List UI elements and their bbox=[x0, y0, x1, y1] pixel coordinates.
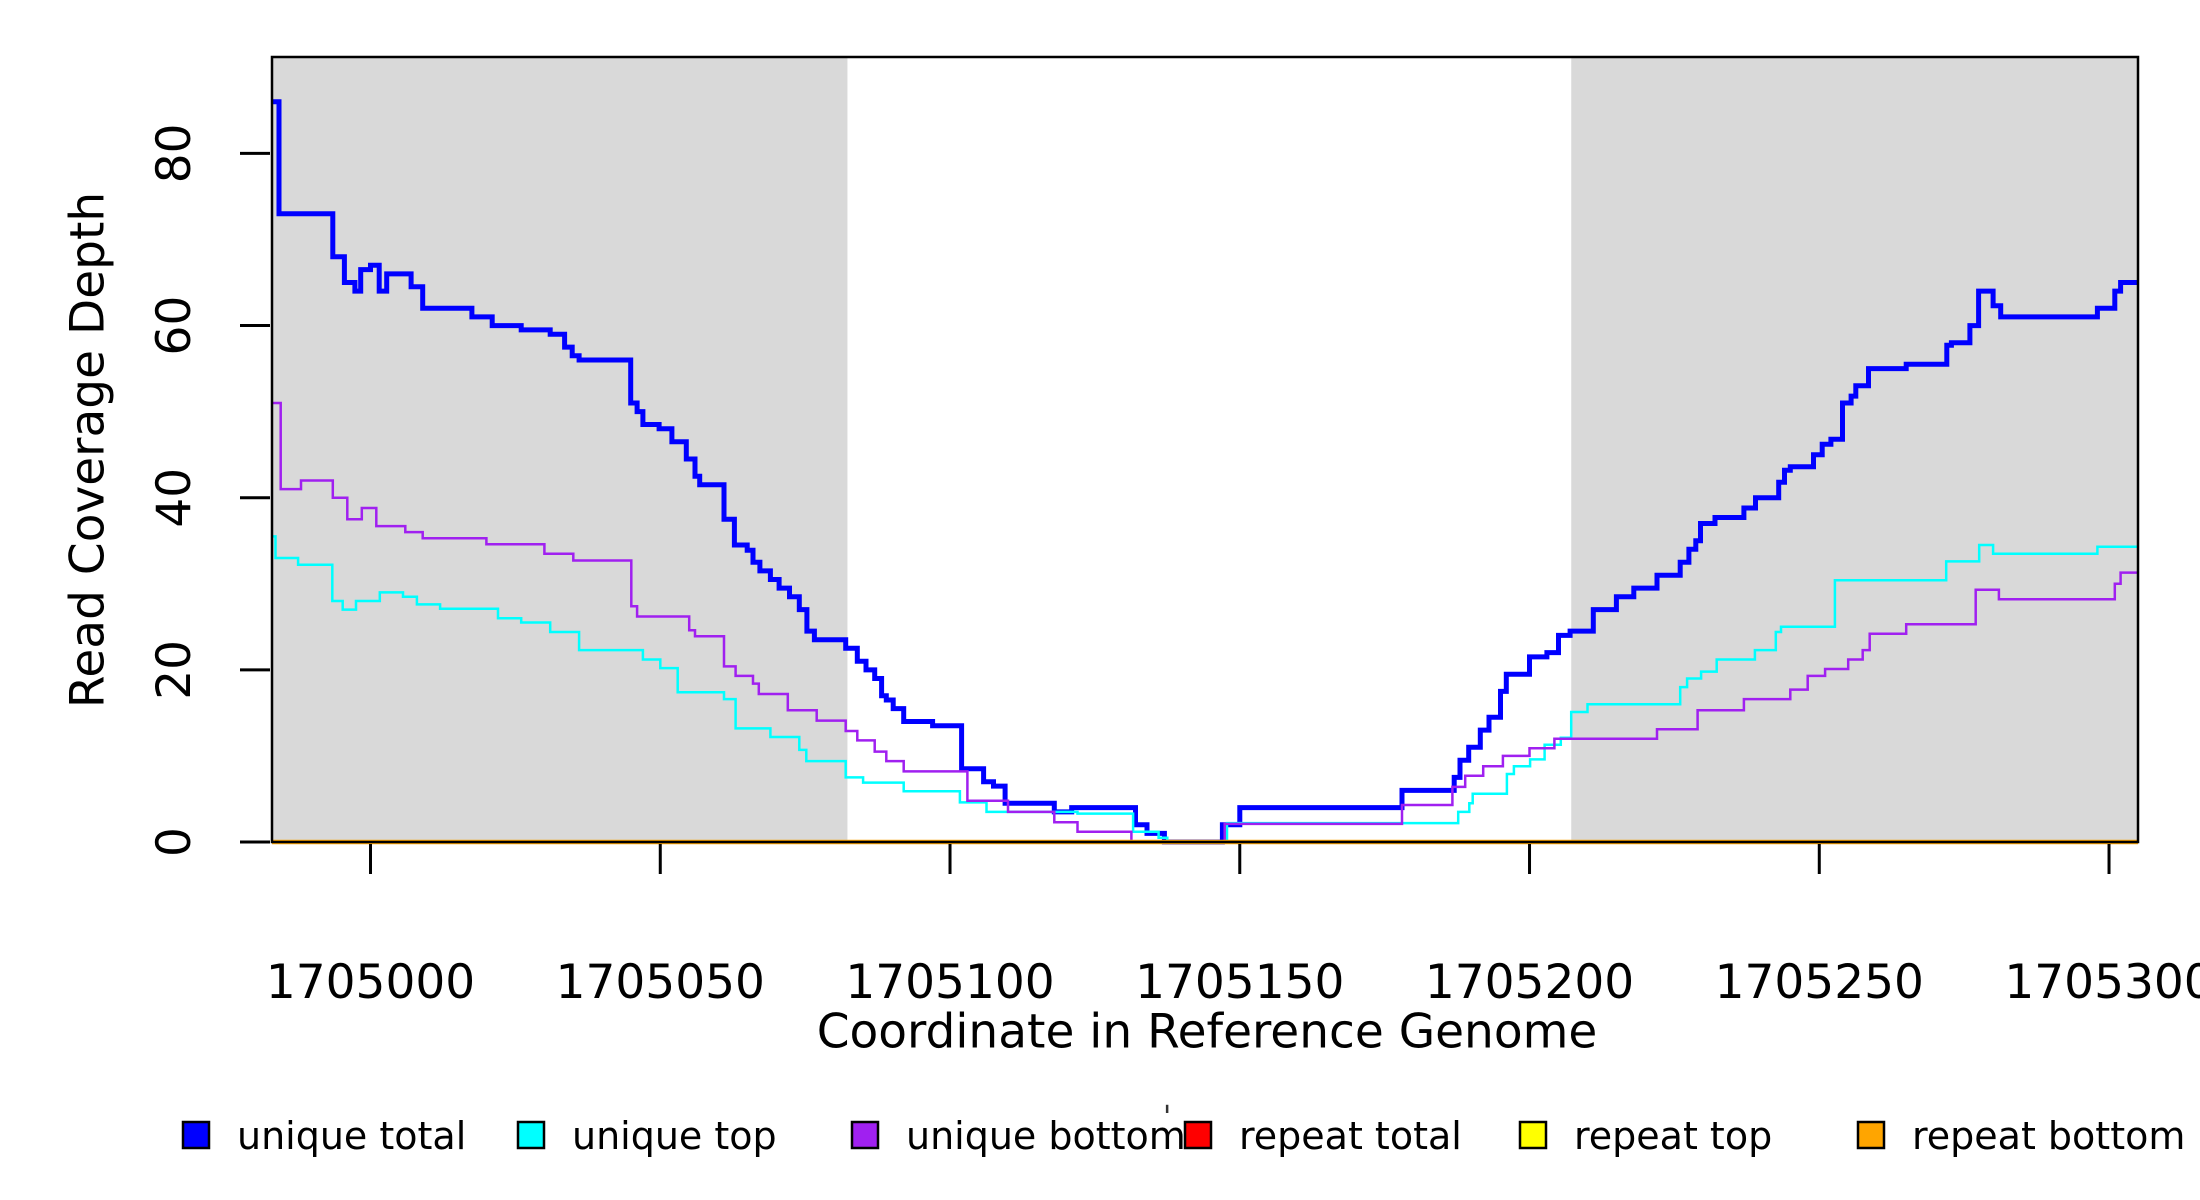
legend-swatch-unique-top bbox=[516, 1120, 546, 1150]
plot-border bbox=[270, 55, 2140, 844]
x-tick-label: 1705200 bbox=[1425, 955, 1634, 1010]
y-tick-label: 60 bbox=[147, 296, 202, 356]
y-tick-label: 20 bbox=[147, 640, 202, 700]
shaded-region-2 bbox=[1571, 57, 2138, 842]
legend-label-unique-total: unique total bbox=[237, 1114, 466, 1158]
legend-label-repeat-total: repeat total bbox=[1239, 1114, 1462, 1158]
legend-label-unique-top: unique top bbox=[572, 1114, 777, 1158]
x-axis-label: Coordinate in Reference Genome bbox=[816, 1004, 1598, 1060]
legend-swatch-repeat-total bbox=[1183, 1120, 1213, 1150]
shaded-region-1 bbox=[272, 57, 848, 842]
legend-label-repeat-bottom: repeat bottom bbox=[1912, 1114, 2185, 1158]
y-tick-label: 0 bbox=[147, 827, 202, 857]
legend-swatch-repeat-top bbox=[1518, 1120, 1548, 1150]
legend-label-unique-bottom: unique bottom bbox=[906, 1114, 1186, 1158]
y-axis-label: Read Coverage Depth bbox=[60, 191, 116, 709]
x-tick-label: 1705300 bbox=[2004, 955, 2200, 1010]
x-tick-label: 1705250 bbox=[1715, 955, 1924, 1010]
x-tick-label: 1705050 bbox=[556, 955, 765, 1010]
x-tick-label: 1705000 bbox=[266, 955, 475, 1010]
y-tick-label: 80 bbox=[147, 123, 202, 183]
series-unique-bottom bbox=[272, 401, 2138, 844]
y-tick-label: 40 bbox=[147, 468, 202, 528]
legend-label-repeat-top: repeat top bbox=[1574, 1114, 1772, 1158]
legend-swatch-unique-bottom bbox=[850, 1120, 880, 1150]
series-unique-total bbox=[272, 99, 2138, 845]
stray-mark: ' bbox=[1163, 1100, 1172, 1135]
x-tick-label: 1705150 bbox=[1135, 955, 1344, 1010]
legend-swatch-unique-total bbox=[181, 1120, 211, 1150]
series-unique-top bbox=[272, 535, 2138, 844]
legend-swatch-repeat-bottom bbox=[1856, 1120, 1886, 1150]
x-tick-label: 1705100 bbox=[845, 955, 1054, 1010]
